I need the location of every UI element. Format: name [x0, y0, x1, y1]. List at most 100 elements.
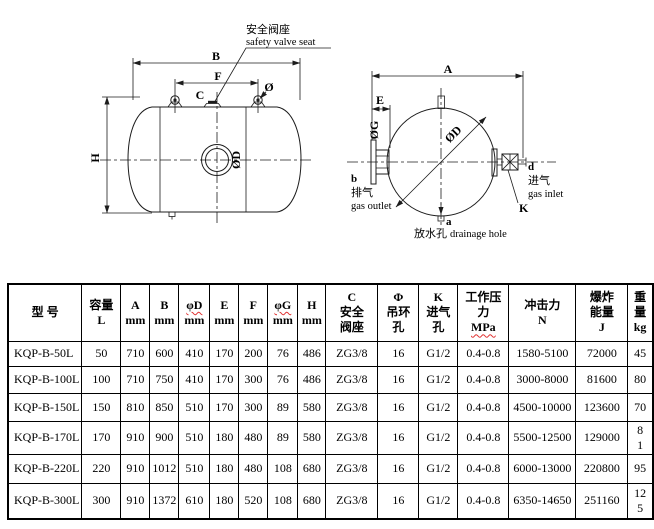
table-cell: 76 [267, 365, 299, 394]
table-cell: 16 [377, 365, 420, 394]
safety-valve-seat [203, 100, 222, 108]
manhole-inner [205, 148, 229, 172]
dim-h-label: H [88, 153, 102, 163]
table-cell: ZG3/8 [325, 453, 379, 484]
table-row: KQP-B-50L 50 710 600 410 170 200 76 486 ZG3/8 16 G1… [7, 340, 654, 367]
table-row: KQP-B-170L 170 910 900 510 180 480 89 580 ZG3/8 16… [7, 420, 654, 455]
spec-table-body: KQP-B-50L 50 710 600 410 170 200 76 486 ZG3/8 16 G1… [7, 340, 654, 520]
dim-od-line [395, 116, 487, 208]
inlet-cn-label: 进气 [528, 173, 550, 187]
bottom-drain-fitting [168, 211, 176, 220]
gas-inlet-valve [491, 148, 527, 177]
table-cell: 580 [297, 392, 327, 422]
drain-en-label: drainage hole [450, 229, 507, 240]
dim-a-label: A [444, 62, 453, 76]
table-cell: 1012 [149, 453, 180, 484]
table-cell: 710 [120, 365, 151, 394]
table-row: KQP-B-150L 150 810 850 510 170 300 89 580 ZG3/8 16… [7, 392, 654, 422]
table-cell: ZG3/8 [325, 420, 379, 455]
outlet-letter-label: b [351, 173, 357, 185]
table-cell: 0.4-0.8 [457, 365, 510, 394]
table-cell: 486 [297, 340, 327, 367]
table-header-cell: K 进气孔 [418, 283, 459, 342]
outlet-en-label: gas outlet [351, 201, 392, 212]
dim-b-label: B [212, 49, 220, 63]
model-cell: KQP-B-150L [7, 392, 83, 422]
tank-weld-seams [159, 107, 247, 212]
table-cell: 170 [209, 340, 240, 367]
table-header-cell: 型 号 [7, 283, 83, 342]
table-cell: 0.4-0.8 [457, 420, 510, 455]
dim-f-label: F [214, 69, 221, 83]
table-cell: 750 [149, 365, 180, 394]
table-cell: 100 [81, 365, 122, 394]
inlet-en-label: gas inlet [528, 189, 563, 200]
table-cell: 8 1 [627, 420, 654, 455]
gas-outlet-flange [370, 139, 390, 185]
table-header-cell: 工作压力 MPa [457, 283, 510, 342]
table-cell: G1/2 [418, 365, 459, 394]
table-cell: 4500-10000 [508, 392, 577, 422]
table-cell: 12 5 [627, 482, 654, 520]
dim-od-label: ØD [229, 151, 243, 169]
table-cell: 510 [178, 453, 211, 484]
table-cell: 108 [267, 453, 299, 484]
table-cell: 300 [81, 482, 122, 520]
table-cell: 129000 [575, 420, 629, 455]
table-cell: 6000-13000 [508, 453, 577, 484]
table-cell: G1/2 [418, 453, 459, 484]
table-cell: 70 [627, 392, 654, 422]
table-cell: 910 [120, 453, 151, 484]
table-cell: 16 [377, 340, 420, 367]
table-cell: 1372 [149, 482, 180, 520]
table-cell: 0.4-0.8 [457, 482, 510, 520]
table-cell: 900 [149, 420, 180, 455]
table-cell: 16 [377, 453, 420, 484]
table-cell: 16 [377, 420, 420, 455]
table-cell: 680 [297, 482, 327, 520]
dim-a-extensions [371, 71, 524, 158]
table-cell: 45 [627, 340, 654, 367]
table-header-cell: Φ 吊环孔 [377, 283, 420, 342]
dim-phi-leader [259, 91, 268, 99]
table-cell: 680 [297, 453, 327, 484]
table-cell: 123600 [575, 392, 629, 422]
callout-en-label: safety valve seat [246, 37, 315, 48]
table-cell: 108 [267, 482, 299, 520]
table-cell: 480 [238, 453, 269, 484]
table-cell: 180 [209, 420, 240, 455]
table-cell: 5500-12500 [508, 420, 577, 455]
table-header-cell: 冲击力 N [508, 283, 577, 342]
model-cell: KQP-B-100L [7, 365, 83, 394]
tank-side-view: ØD [88, 22, 331, 224]
valve-leader [507, 169, 519, 204]
technical-drawing: ØD [88, 22, 563, 240]
table-header-cell: 爆炸 能量 J [575, 283, 629, 342]
dim-h-extensions [102, 96, 152, 214]
table-header-cell: 容量 L [81, 283, 122, 342]
table-cell: 95 [627, 453, 654, 484]
table-cell: G1/2 [418, 420, 459, 455]
table-cell: 910 [120, 420, 151, 455]
table-header-cell: C 安全 阀座 [325, 283, 379, 342]
table-cell: 300 [238, 365, 269, 394]
table-cell: G1/2 [418, 392, 459, 422]
model-cell: KQP-B-300L [7, 482, 83, 520]
valve-k-label: K [519, 201, 529, 215]
table-row: KQP-B-100L 100 710 750 410 170 300 76 486 ZG3/8 16… [7, 365, 654, 394]
drain-fitting [437, 215, 445, 222]
table-cell: G1/2 [418, 482, 459, 520]
table-cell: 0.4-0.8 [457, 453, 510, 484]
table-cell: 710 [120, 340, 151, 367]
table-header-cell: φD mm [178, 283, 211, 342]
table-cell: 410 [178, 365, 211, 394]
table-cell: 89 [267, 420, 299, 455]
top-nozzle [437, 95, 445, 109]
table-header-cell: 重量 kg [627, 283, 654, 342]
